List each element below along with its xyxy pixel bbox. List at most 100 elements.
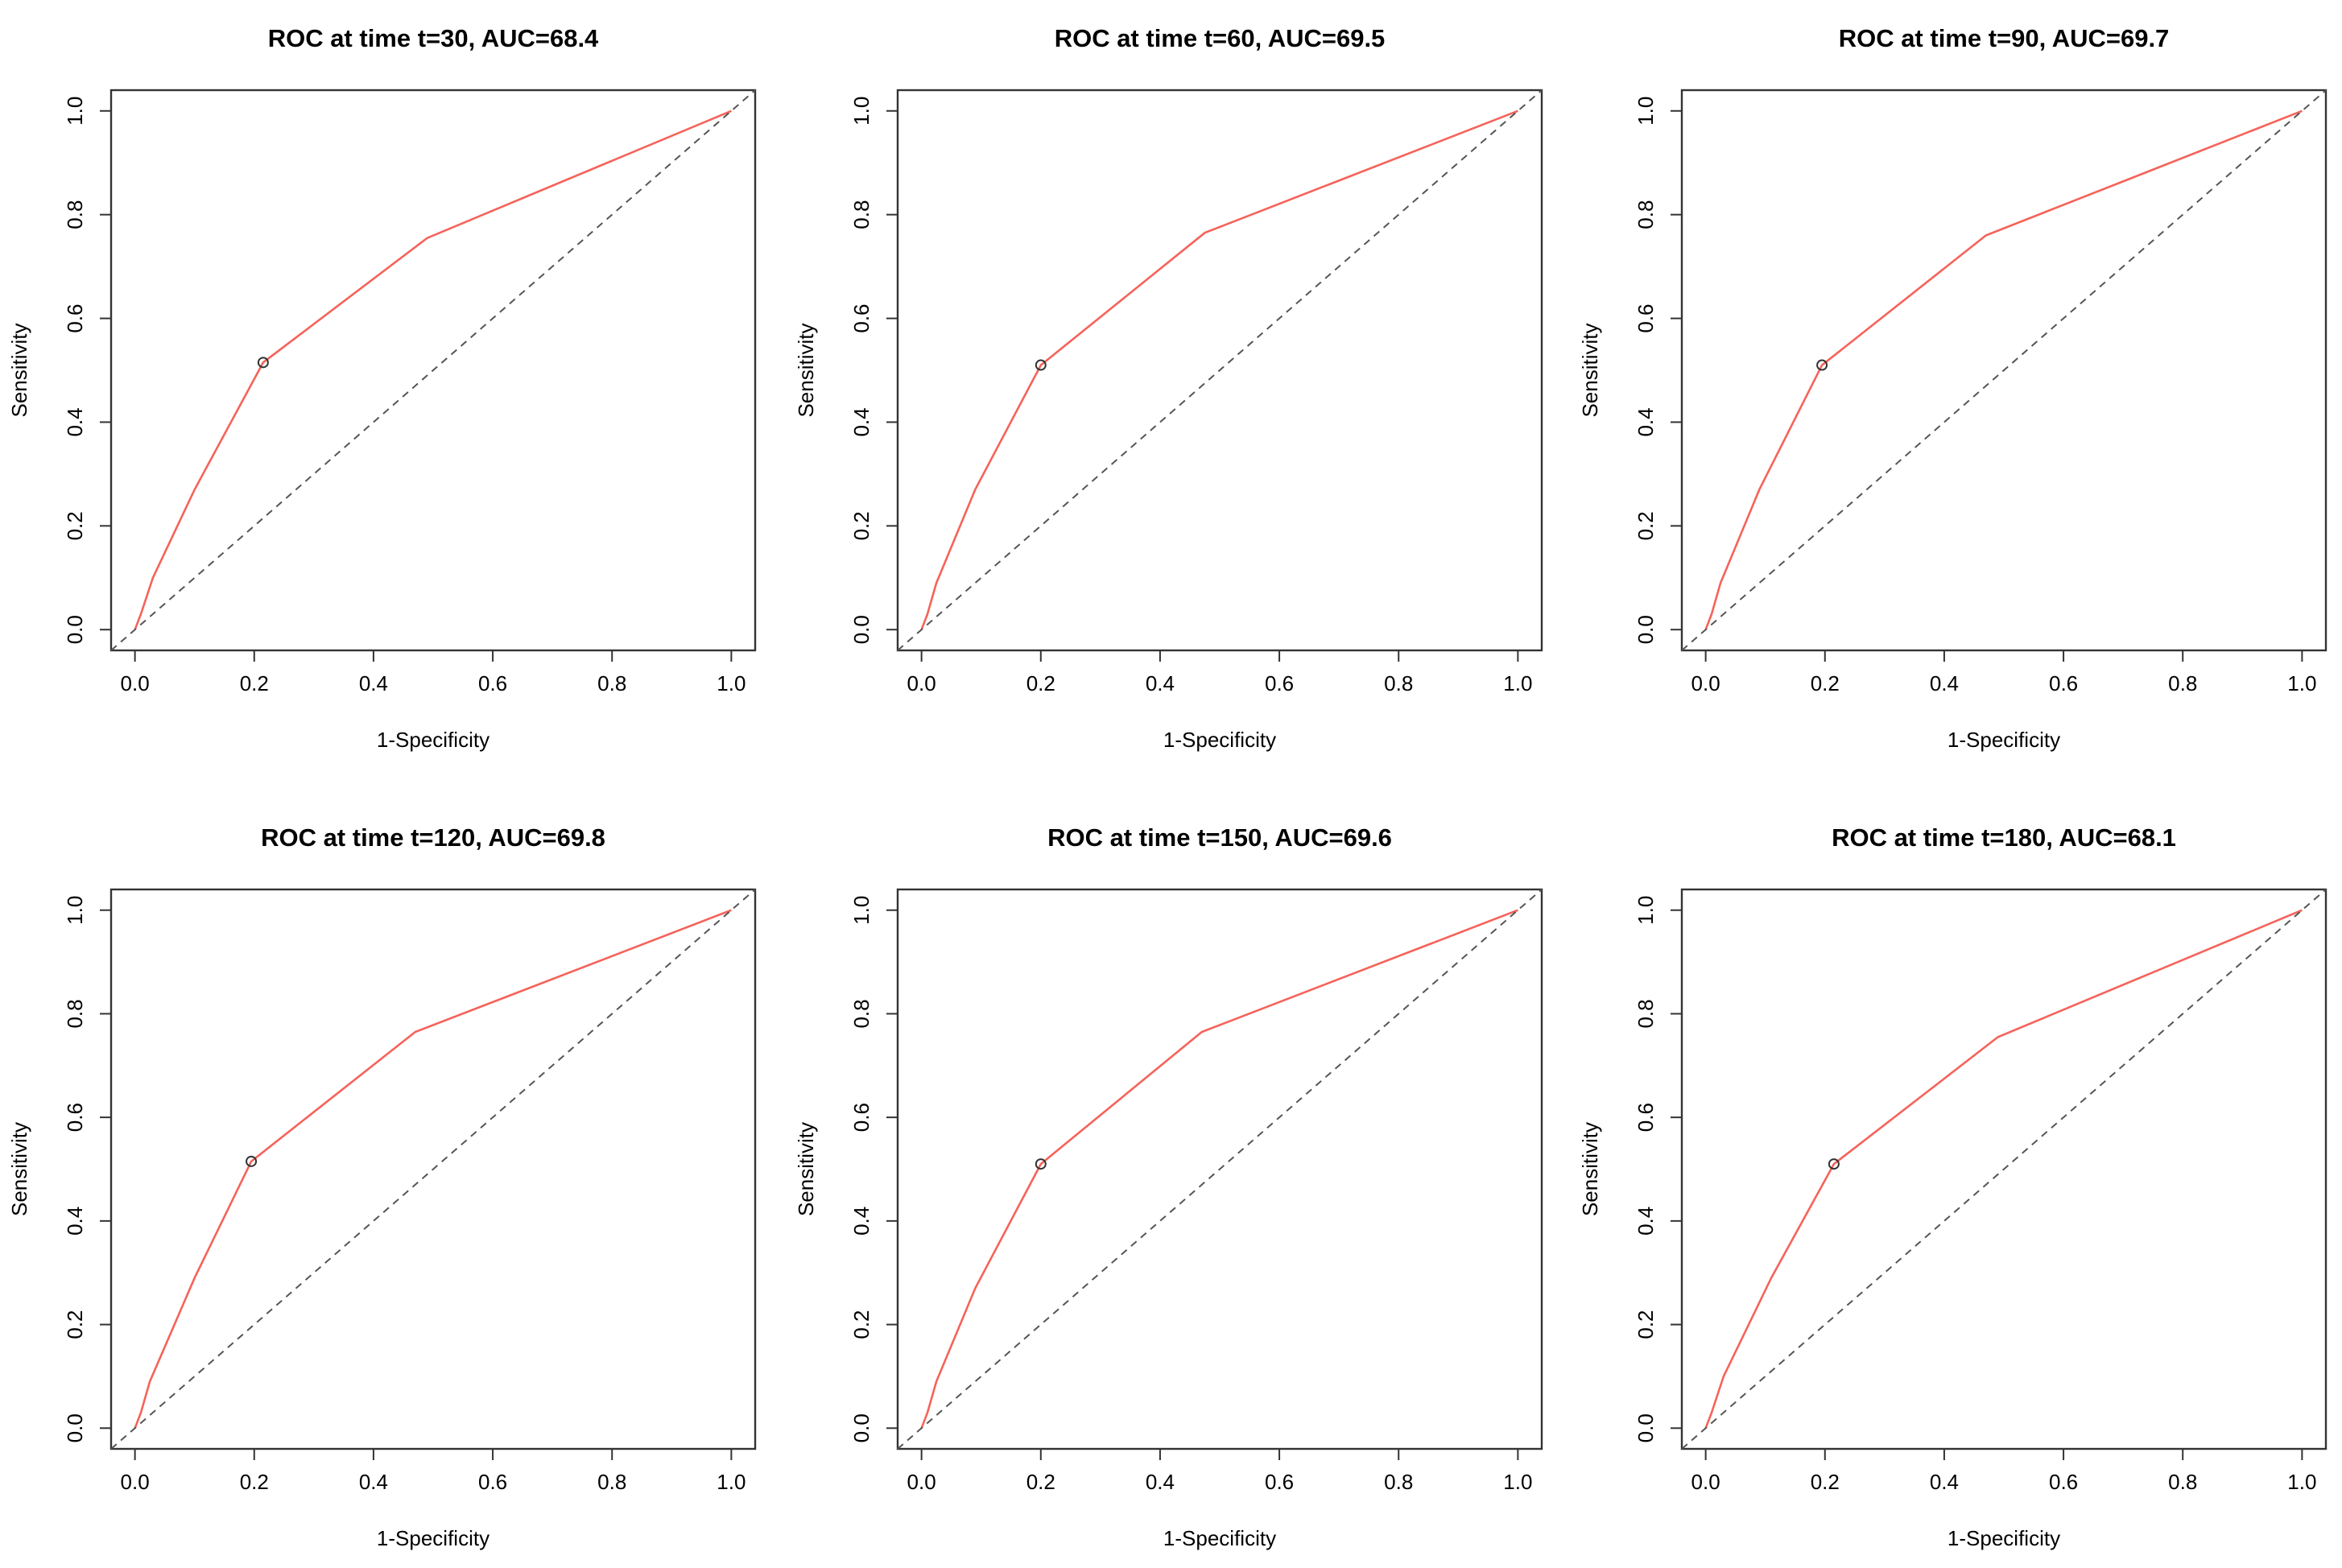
x-tick-label: 0.4 [1146,1470,1175,1494]
y-tick-label: 0.4 [849,407,874,436]
x-tick-label: 0.4 [359,1470,388,1494]
x-tick-label: 0.6 [1265,1470,1294,1494]
x-tick-label: 0.0 [121,671,150,695]
y-tick-label: 0.4 [1634,407,1658,436]
y-tick-label: 0.2 [63,511,87,540]
y-tick-label: 0.4 [1634,1207,1658,1236]
x-tick-label: 1.0 [1503,671,1532,695]
x-tick-label: 0.2 [1811,1470,1840,1494]
y-axis: 0.0 0.2 0.4 0.6 0.8 1.0 [849,97,898,644]
y-tick-label: 0.8 [63,200,87,229]
chart-title: ROC at time t=30, AUC=68.4 [268,24,599,52]
roc-panel-5: ROC at time t=150, AUC=69.6 0.0 0.2 0.4 0.6 0… [794,823,1543,1550]
x-tick-label: 0.0 [1691,671,1720,695]
y-tick-label: 1.0 [1634,896,1658,925]
chart-title: ROC at time t=150, AUC=69.6 [1047,823,1392,852]
x-tick-label: 0.0 [907,671,936,695]
roc-panel-2: ROC at time t=60, AUC=69.5 0.0 0.2 0.4 0.6 0.… [794,24,1543,752]
cutoff-point-marker [1035,359,1047,371]
x-axis-label: 1-Specificity [1163,1526,1276,1550]
x-tick-label: 0.6 [478,671,507,695]
reference-line [110,89,756,651]
y-tick-label: 0.2 [1634,1310,1658,1339]
x-tick-label: 0.2 [1026,671,1055,695]
x-tick-label: 0.6 [2049,1470,2078,1494]
cutoff-point-marker [1816,359,1828,371]
y-axis-label: Sensitivity [7,1122,31,1216]
y-tick-label: 0.8 [1634,999,1658,1028]
x-tick-label: 0.2 [1811,671,1840,695]
roc-curve [1704,909,2303,1429]
plot-frame [109,888,757,1450]
chart-title: ROC at time t=180, AUC=68.1 [1832,823,2176,852]
y-axis: 0.0 0.2 0.4 0.6 0.8 1.0 [1634,97,1682,644]
y-tick-label: 0.6 [63,1103,87,1132]
plot-frame [896,888,1543,1450]
cutoff-point-marker [257,357,269,369]
x-tick-label: 0.0 [907,1470,936,1494]
roc-panel-1: ROC at time t=30, AUC=68.40.0 0.2 0.4 0.6 0.… [7,24,757,752]
x-tick-label: 0.6 [478,1470,507,1494]
y-tick-label: 1.0 [849,97,874,126]
x-tick-label: 0.2 [240,671,269,695]
cutoff-point-marker [1828,1158,1840,1170]
plot-frame [1680,888,2328,1450]
y-tick-label: 0.6 [63,303,87,332]
cutoff-point-marker [246,1155,258,1167]
x-axis: 0.0 0.2 0.4 0.6 0.8 1.0 [907,1449,1532,1494]
x-tick-label: 0.8 [597,671,626,695]
y-axis-label: Sensitivity [1578,1122,1602,1216]
reference-line [1681,89,2327,651]
x-tick-label: 1.0 [1503,1470,1532,1494]
x-axis: 0.0 0.2 0.4 0.6 0.8 1.0 [1691,1449,2316,1494]
reference-line [1681,889,2327,1450]
y-tick-label: 0.6 [849,1103,874,1132]
reference-line [897,89,1543,651]
y-tick-label: 0.2 [849,1310,874,1339]
roc-curve [134,109,732,630]
x-tick-label: 0.0 [1691,1470,1720,1494]
x-tick-label: 0.0 [121,1470,150,1494]
y-axis-label: Sensitivity [1578,323,1602,417]
y-tick-label: 0.8 [1634,200,1658,229]
y-axis: 0.0 0.2 0.4 0.6 0.8 1.0 [1634,896,1682,1442]
y-tick-label: 0.8 [849,200,874,229]
y-tick-label: 0.4 [849,1207,874,1236]
y-tick-label: 0.2 [1634,511,1658,540]
roc-curve [134,909,732,1429]
cutoff-point-marker [1035,1158,1047,1170]
roc-curve [1704,109,2303,630]
y-tick-label: 0.0 [1634,1413,1658,1442]
plot-frame [1680,89,2328,652]
y-tick-label: 0.2 [849,511,874,540]
roc-panel-3: ROC at time t=90, AUC=69.7 0.0 0.2 0.4 0.6 0.… [1578,24,2328,752]
x-tick-label: 1.0 [717,1470,746,1494]
x-tick-label: 0.2 [1026,1470,1055,1494]
y-tick-label: 0.6 [849,303,874,332]
y-axis-label: Sensitivity [794,323,818,417]
plot-frame [109,89,757,652]
chart-title: ROC at time t=60, AUC=69.5 [1055,24,1386,52]
y-axis: 0.0 0.2 0.4 0.6 0.8 1.0 [63,97,111,644]
x-tick-label: 0.8 [597,1470,626,1494]
y-tick-label: 0.0 [63,615,87,644]
roc-curve [920,909,1518,1429]
y-axis: 0.0 0.2 0.4 0.6 0.8 1.0 [849,896,898,1442]
y-axis: 0.0 0.2 0.4 0.6 0.8 1.0 [63,896,111,1442]
x-tick-label: 0.2 [240,1470,269,1494]
y-tick-label: 1.0 [63,896,87,925]
x-tick-label: 0.8 [1384,671,1413,695]
x-axis-label: 1-Specificity [377,1526,489,1550]
y-tick-label: 0.6 [1634,1103,1658,1132]
y-tick-label: 0.0 [63,1413,87,1442]
chart-title: ROC at time t=90, AUC=69.7 [1839,24,2170,52]
reference-line [897,889,1543,1450]
x-tick-label: 0.8 [2168,1470,2197,1494]
x-tick-label: 1.0 [2287,671,2316,695]
x-tick-label: 0.6 [2049,671,2078,695]
y-tick-label: 0.2 [63,1310,87,1339]
x-tick-label: 1.0 [2287,1470,2316,1494]
x-tick-label: 0.4 [1930,671,1959,695]
roc-panel-6: ROC at time t=180, AUC=68.10.0 0.2 0.4 0.6 0… [1578,823,2328,1550]
